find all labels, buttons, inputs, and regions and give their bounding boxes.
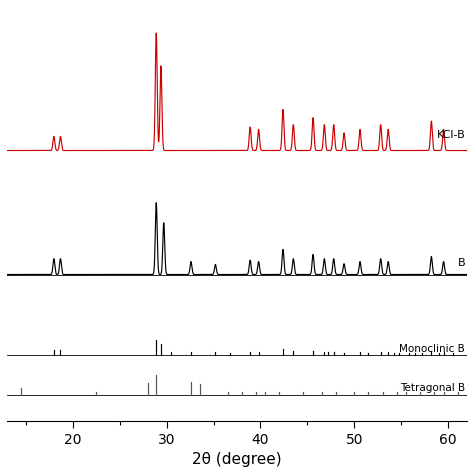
Text: Tetragonal B: Tetragonal B [400,383,465,393]
Text: KCl-B: KCl-B [437,130,465,140]
Text: Monoclinic B: Monoclinic B [400,344,465,354]
X-axis label: 2θ (degree): 2θ (degree) [192,452,282,467]
Text: B: B [457,258,465,268]
